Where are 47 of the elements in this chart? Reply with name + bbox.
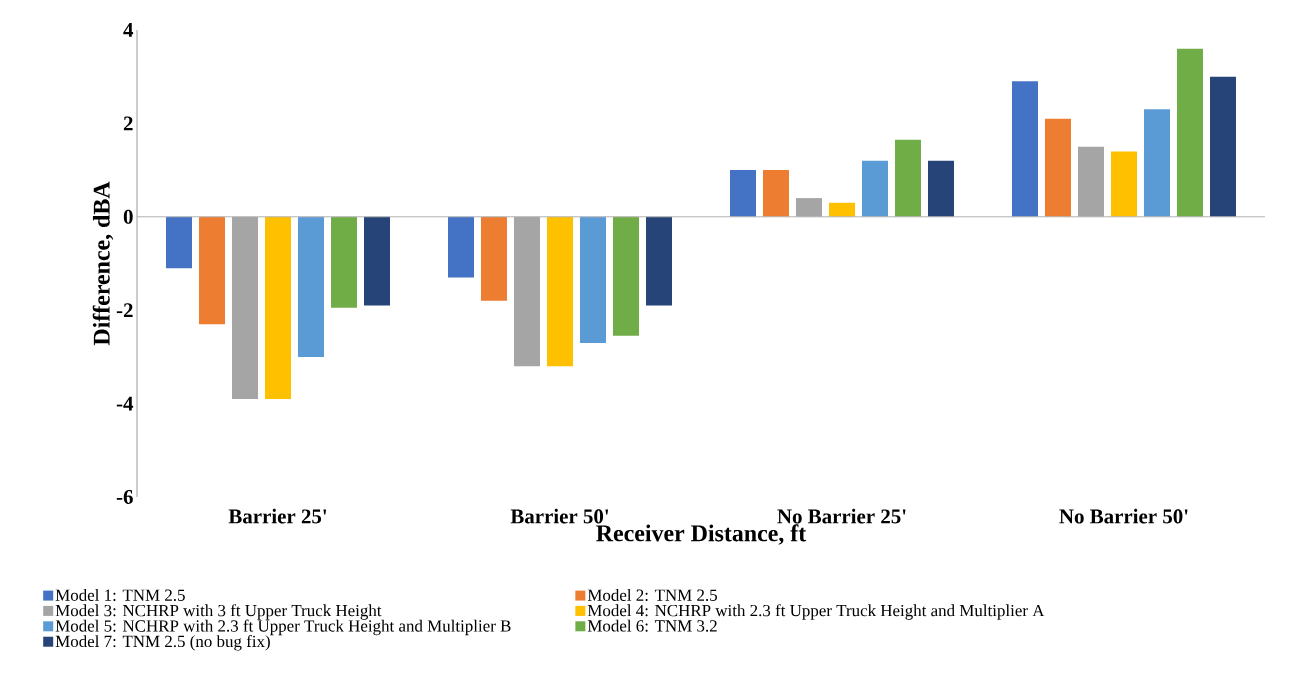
bar [1176,48,1203,217]
y-tick-label: -4 [116,396,134,411]
bar [613,216,639,336]
y-tick-label: -6 [116,489,133,505]
y-tick-label: 2 [123,116,133,131]
bar [1110,151,1137,217]
legend-label: Model 5: NCHRP with 2.3 ft Upper Truck Height and Multiplier B [55,619,511,636]
bar [1209,76,1236,217]
bar [862,160,888,217]
bar [829,202,855,217]
bar [1143,109,1170,217]
y-tick-label: 0 [123,209,133,224]
bar [646,216,672,306]
legend-label: Model 6: TNM 3.2 [587,619,717,632]
legend-label: Model 2: TNM 2.5 [587,588,717,601]
bar [331,216,358,308]
bar [448,216,474,278]
x-tick-label: Barrier 25' [228,508,327,524]
bar [927,160,954,217]
y-tick-label: -2 [116,303,133,318]
bar [547,216,573,367]
bar [514,216,540,367]
y-tick-label: 4 [123,23,134,37]
bar [1044,118,1071,217]
bar [364,216,391,306]
x-axis-title: Receiver Distance, ft [596,524,807,545]
legend-label: Model 4: NCHRP with 2.3 ft Upper Truck Height and Multiplier A [587,604,1045,620]
x-tick-label: No Barrier 50' [1059,508,1188,524]
bar [1011,81,1038,217]
legend-label: Model 1: TNM 2.5 [55,588,185,601]
bar [763,170,789,217]
y-axis-title: Difference, dBA [92,181,114,346]
bar [730,170,756,217]
bar [166,216,193,269]
legend-label: Model 7: TNM 2.5 (no bug fix) [55,635,270,651]
bar [481,216,507,301]
bar [1077,146,1104,217]
bar [298,216,325,357]
legend-label: Model 3: NCHRP with 3 ft Upper Truck Height [55,604,382,620]
bar [199,216,226,325]
x-tick-label: Barrier 50' [510,508,609,524]
x-tick-label: No Barrier 25' [777,508,906,524]
bar [796,198,822,217]
bar [265,216,292,399]
bar [895,139,921,217]
bar [232,216,259,399]
bar [580,216,606,343]
